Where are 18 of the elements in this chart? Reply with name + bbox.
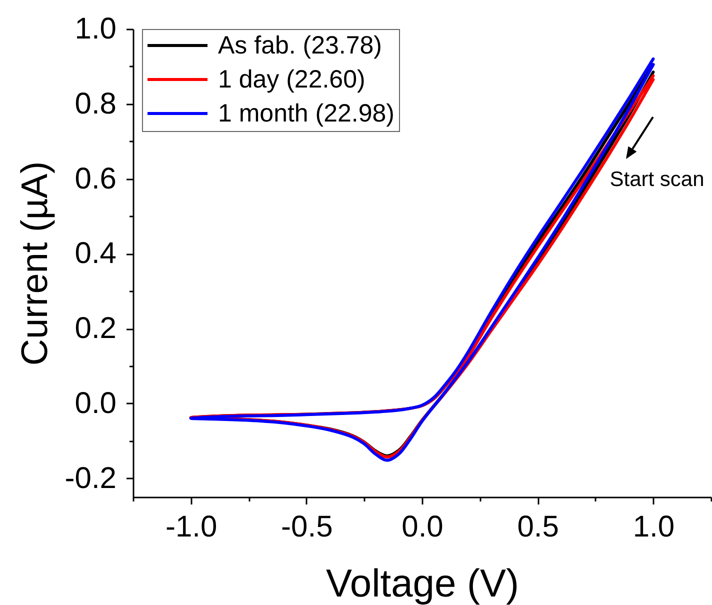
legend-label: 1 month (22.98) bbox=[218, 100, 394, 128]
x-tick-label: -1.0 bbox=[165, 510, 218, 544]
x-tick-label: 0.5 bbox=[517, 510, 559, 544]
x-tick-label: -0.5 bbox=[281, 510, 333, 544]
annotation: Start scan bbox=[610, 168, 704, 191]
y-tick-label: 0.0 bbox=[74, 386, 116, 420]
y-tick-label: -0.2 bbox=[64, 462, 116, 495]
y-tick-label: 1.0 bbox=[74, 12, 116, 46]
x-tick-label: 1.0 bbox=[632, 510, 675, 544]
y-tick-label: 0.6 bbox=[74, 162, 116, 196]
x-tick-label: 0.0 bbox=[402, 510, 444, 544]
legend-label: 1 day (22.60) bbox=[218, 66, 366, 94]
y-tick-label: 0.8 bbox=[74, 87, 116, 120]
y-tick-label: 0.4 bbox=[74, 237, 116, 270]
legend-label: As fab. (23.78) bbox=[218, 32, 382, 60]
y-tick-label: 0.2 bbox=[74, 312, 116, 346]
x-axis-title: Voltage (V) bbox=[326, 562, 519, 605]
y-axis-title: Current (µA) bbox=[14, 161, 55, 366]
